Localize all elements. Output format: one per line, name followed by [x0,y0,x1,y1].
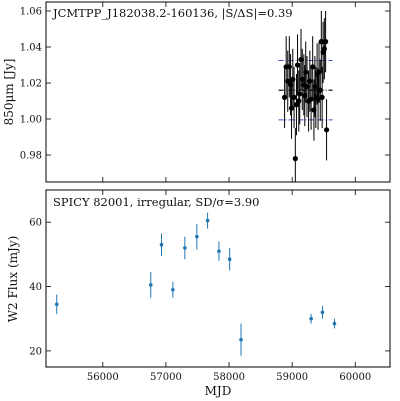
data-point [195,223,199,250]
point-marker [148,283,153,287]
point-marker [297,91,303,97]
data-point [148,272,153,298]
data-point [292,128,298,182]
point-marker [309,316,313,321]
y-tick-label: 0.98 [20,151,42,162]
point-marker [286,64,292,70]
bottom-panel-ylabel: W2 Flux (mJy) [6,236,20,323]
point-marker [195,234,199,239]
point-marker [292,156,298,162]
point-marker [239,337,243,342]
point-marker [321,46,327,52]
data-point [171,281,175,298]
point-marker [323,127,330,133]
data-point [323,99,330,161]
top-panel-ticks: 0.98 1.00 1.02 1.04 1.06 [20,2,390,182]
data-point [294,34,301,96]
bottom-panel: 20 40 60 56000 57000 58000 59000 60000 SPICY 82… [6,189,391,398]
data-point [297,63,303,125]
y-tick-label: 1.02 [20,79,42,90]
point-marker [308,96,314,102]
point-marker [307,78,313,84]
data-point [239,323,243,356]
point-marker [320,310,325,315]
point-marker [159,242,164,247]
bottom-panel-annotation: SPICY 82001, irregular, SD/σ=3.90 [53,195,260,209]
x-tick-label: 60000 [339,372,371,383]
data-point [323,11,329,73]
data-points [281,11,330,182]
point-marker [227,257,232,261]
point-marker [296,98,302,104]
top-panel-ylabel: 850μm [Jy] [2,59,16,126]
point-marker [205,218,210,223]
data-point [205,212,210,229]
point-marker [310,64,316,70]
y-tick-label: 1.04 [20,43,42,54]
point-marker [319,94,325,100]
top-panel-annotation: JCMTPP_J182038.2-160136, |S/ΔS|=0.39 [52,6,293,21]
data-point [291,66,297,128]
point-marker [290,76,296,82]
data-point [217,241,221,261]
x-tick-label: 59000 [276,372,308,383]
y-tick-label: 60 [29,218,42,229]
point-marker [332,321,337,326]
y-tick-label: 20 [29,346,42,357]
point-marker [317,87,323,93]
y-tick-label: 1.00 [20,115,42,126]
point-marker [303,69,309,75]
data-point [293,74,300,136]
point-marker [171,287,175,292]
data-point [54,294,59,314]
top-panel: 0.98 1.00 1.02 1.04 1.06 JCMTPP_J182038.2-16… [2,1,391,183]
data-point [159,233,164,256]
data-point [320,305,325,319]
bottom-panel-ticks: 20 40 60 56000 57000 58000 59000 60000 [29,190,390,383]
x-tick-label: 56000 [87,372,119,383]
point-marker [288,105,295,111]
data-point [309,313,313,324]
data-point [332,318,337,329]
point-marker [183,246,187,250]
data-points [54,212,337,356]
data-point [308,68,314,130]
y-tick-label: 1.06 [20,7,42,18]
y-tick-label: 40 [29,282,42,293]
point-marker [291,94,297,100]
top-panel-frame [45,1,391,183]
data-point [183,236,187,260]
point-marker [323,39,329,45]
x-tick-label: 57000 [150,372,182,383]
point-marker [54,302,59,307]
data-point [319,66,325,128]
point-marker [294,62,301,68]
data-point [317,59,323,121]
x-tick-label: 58000 [213,372,245,383]
point-marker [298,57,304,63]
point-marker [316,69,322,75]
bottom-panel-frame [45,189,391,368]
data-point [227,247,232,271]
x-axis-label: MJD [205,384,232,398]
point-marker [217,249,221,253]
